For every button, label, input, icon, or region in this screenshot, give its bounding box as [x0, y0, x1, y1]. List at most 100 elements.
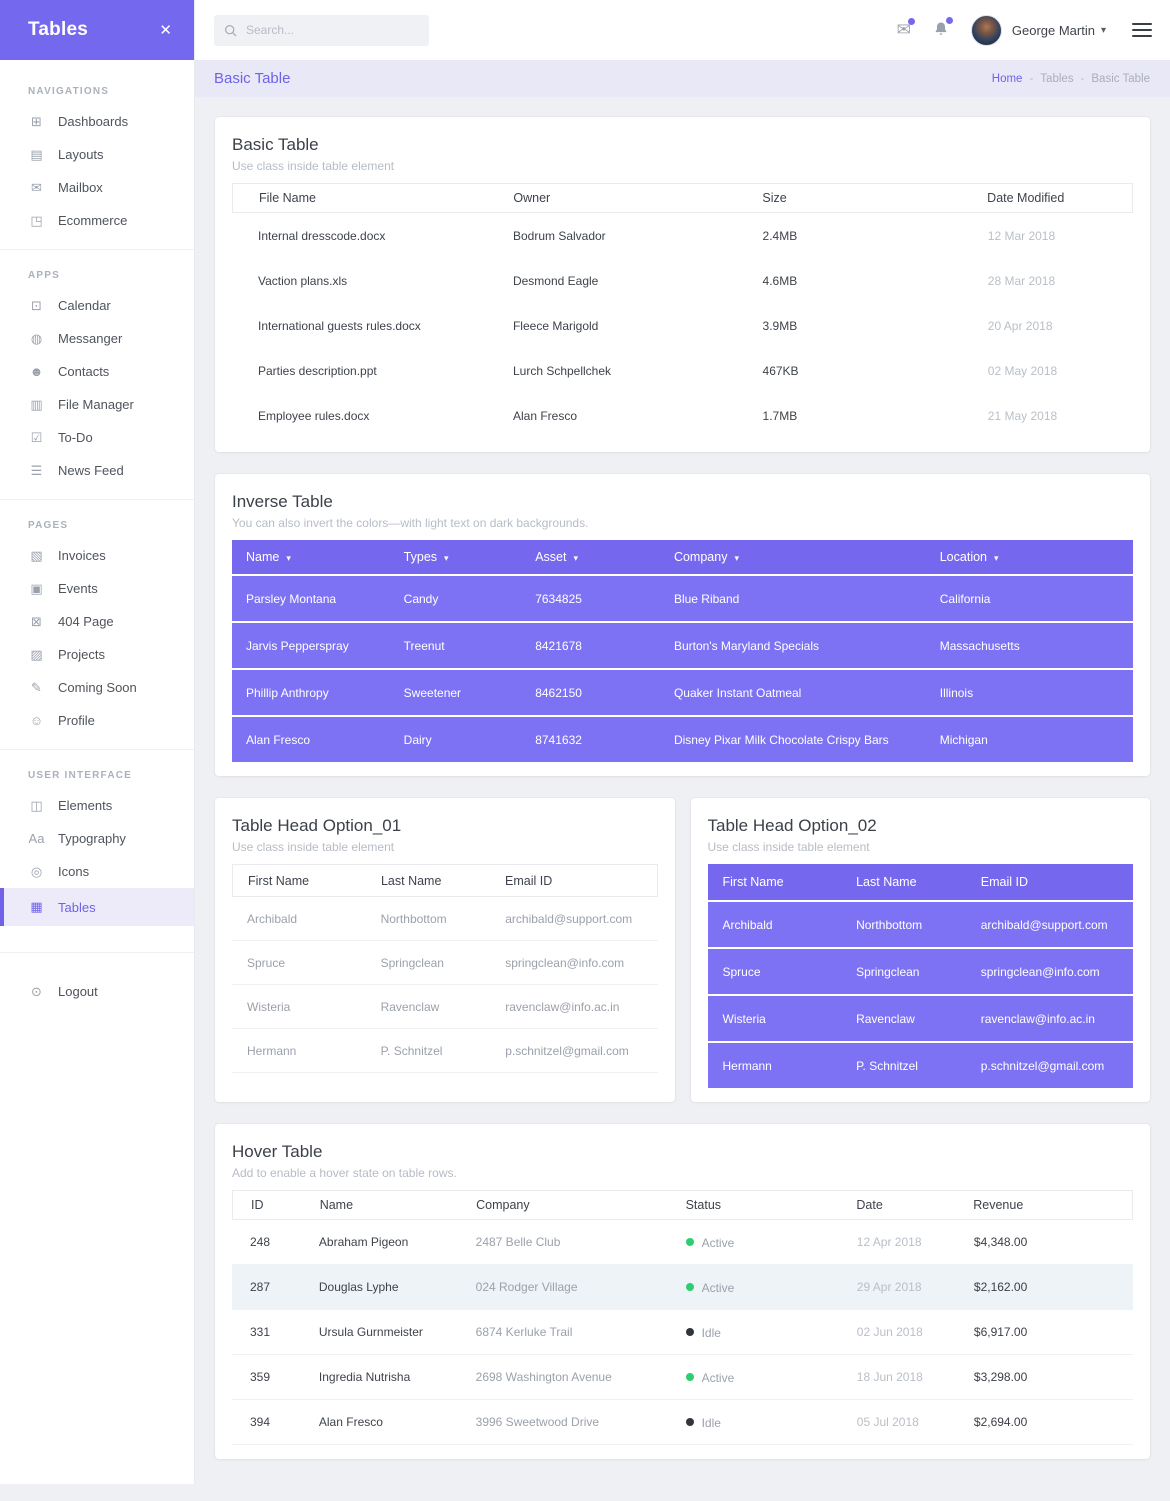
status-badge: Active [701, 1370, 735, 1385]
cell-email: springclean@info.com [980, 964, 1100, 979]
table-row[interactable]: 248 Abraham Pigeon 2487 Belle Club Activ… [232, 1220, 1133, 1265]
notifications-button[interactable] [933, 16, 953, 41]
sidebar-item-messanger[interactable]: ◍ Messanger [0, 322, 194, 355]
sidebar-item-todo[interactable]: ☑ To-Do [0, 421, 194, 454]
sidebar-item-label: Events [58, 581, 98, 596]
close-icon[interactable]: ✕ [159, 22, 172, 39]
section-heading-pages: PAGES [28, 520, 69, 531]
table-row: Archibald Northbottom archibald@support.… [707, 902, 1133, 947]
sidebar-item-mailbox[interactable]: ✉ Mailbox [0, 171, 194, 204]
cell-email: archibald@support.com [505, 911, 633, 926]
sidebar-item-projects[interactable]: ▨ Projects [0, 638, 194, 671]
table-header-row: File Name Owner Size Date Modified [232, 183, 1133, 213]
avatar[interactable] [970, 14, 1002, 46]
cell-company: 3996 Sweetwood Drive [475, 1415, 600, 1429]
cell-id: 287 [250, 1280, 271, 1294]
table-header-row: Name ▾ Types ▾ Asset ▾ Company ▾ Location ▾ [232, 540, 1133, 574]
hamburger-menu-icon[interactable] [1132, 23, 1152, 37]
cell-name: Alan Fresco [246, 732, 311, 747]
sidebar-item-label: Contacts [58, 364, 110, 379]
search-box [214, 14, 429, 46]
cell-name: Alan Fresco [318, 1415, 383, 1429]
news-icon: ☰ [30, 462, 43, 478]
cell-date: 05 Jul 2018 [856, 1415, 919, 1429]
cell-last-name: Springclean [380, 955, 444, 970]
status-badge: Idle [701, 1415, 721, 1430]
cell-revenue: $2,162.00 [973, 1280, 1028, 1294]
cell-asset: 8421678 [535, 638, 582, 653]
chevron-down-icon[interactable]: ▾ [1100, 24, 1106, 36]
cell-last-name: Northbottom [856, 917, 923, 932]
cell-name: Jarvis Pepperspray [246, 638, 349, 653]
messages-button[interactable]: ✉ [897, 18, 915, 39]
card-subtitle: Use class inside table element [232, 840, 395, 854]
section-heading-navigations: NAVIGATIONS [28, 86, 110, 97]
card-title: Inverse Table [232, 492, 333, 511]
cell-location: Illinois [939, 685, 974, 700]
table-header-row: First Name Last Name Email ID [232, 864, 658, 897]
sidebar-item-coming-soon[interactable]: ✎ Coming Soon [0, 671, 194, 704]
layouts-icon: ▤ [30, 146, 43, 162]
search-input[interactable] [246, 23, 419, 37]
status-dot [685, 1238, 694, 1247]
status-badge: Idle [701, 1325, 721, 1340]
cell-type: Sweetener [403, 685, 462, 700]
sidebar-item-file-manager[interactable]: ▥ File Manager [0, 388, 194, 421]
table-row[interactable]: 331 Ursula Gurnmeister 6874 Kerluke Trai… [232, 1310, 1133, 1355]
sortable-column-header[interactable]: Types ▾ [403, 550, 449, 564]
sidebar-item-dashboards[interactable]: ⊞ Dashboards [0, 105, 194, 138]
sidebar-item-404-page[interactable]: ⊠ 404 Page [0, 605, 194, 638]
cell-file-name: International guests rules.docx [258, 318, 421, 333]
sortable-column-header[interactable]: Company ▾ [673, 550, 739, 564]
table-row: Internal dresscode.docx Bodrum Salvador … [232, 213, 1133, 258]
sidebar-item-logout[interactable]: ⊙ Logout [0, 975, 194, 1008]
sortable-column-header[interactable]: Location ▾ [939, 550, 999, 564]
sidebar-item-ecommerce[interactable]: ◳ Ecommerce [0, 204, 194, 237]
projects-icon: ▨ [30, 646, 43, 662]
cell-last-name: Ravenclaw [856, 1011, 915, 1026]
sidebar-item-news-feed[interactable]: ☰ News Feed [0, 454, 194, 487]
table-row[interactable]: 287 Douglas Lyphe 024 Rodger Village Act… [232, 1265, 1133, 1310]
sidebar-item-elements[interactable]: ◫ Elements [0, 789, 194, 822]
sortable-column-header[interactable]: Name ▾ [246, 550, 291, 564]
sidebar-item-label: Invoices [58, 548, 106, 563]
sidebar-item-profile[interactable]: ☺ Profile [0, 704, 194, 737]
table-row[interactable]: 394 Alan Fresco 3996 Sweetwood Drive Idl… [232, 1400, 1133, 1445]
sidebar-item-events[interactable]: ▣ Events [0, 572, 194, 605]
cell-first-name: Spruce [722, 964, 761, 979]
sortable-column-header[interactable]: Asset ▾ [535, 550, 578, 564]
user-menu[interactable]: George Martin [1011, 22, 1095, 38]
cell-date: 21 May 2018 [987, 408, 1058, 423]
search-icon [224, 24, 237, 36]
cell-name: Parsley Montana [246, 591, 337, 606]
sidebar-item-layouts[interactable]: ▤ Layouts [0, 138, 194, 171]
sort-caret-icon: ▾ [286, 553, 291, 563]
table-row: Phillip Anthropy Sweetener 8462150 Quake… [232, 670, 1133, 715]
table-row: Parties description.ppt Lurch Schpellche… [232, 348, 1133, 393]
cell-asset: 8741632 [535, 732, 582, 747]
sidebar-item-calendar[interactable]: ⊡ Calendar [0, 289, 194, 322]
breadcrumb-current: Basic Table [1091, 72, 1150, 85]
sort-caret-icon: ▾ [444, 553, 449, 563]
contacts-icon: ☻ [29, 364, 44, 379]
cell-size: 467KB [762, 363, 799, 378]
sidebar-item-contacts[interactable]: ☻ Contacts [0, 355, 194, 388]
sidebar-item-tables[interactable]: ▦ Tables [0, 888, 194, 926]
cell-asset: 7634825 [535, 591, 582, 606]
cell-name: Douglas Lyphe [318, 1280, 399, 1294]
column-header: Email ID [505, 873, 553, 888]
sidebar-item-icons[interactable]: ◎ Icons [0, 855, 194, 888]
cell-size: 1.7MB [762, 408, 798, 423]
sidebar-item-label: Dashboards [58, 114, 129, 129]
sidebar-item-invoices[interactable]: ▧ Invoices [0, 539, 194, 572]
table-row[interactable]: 359 Ingredia Nutrisha 2698 Washington Av… [232, 1355, 1133, 1400]
table-row: Employee rules.docx Alan Fresco 1.7MB 21… [232, 393, 1133, 438]
cell-file-name: Vaction plans.xls [258, 273, 348, 288]
column-header: Email ID [980, 875, 1028, 889]
breadcrumb-home[interactable]: Home [991, 72, 1023, 85]
sidebar-item-typography[interactable]: Aa Typography [0, 822, 194, 855]
breadcrumb-tables[interactable]: Tables [1040, 72, 1074, 85]
cell-owner: Desmond Eagle [512, 273, 599, 288]
cell-type: Candy [403, 591, 439, 606]
cell-id: 394 [250, 1415, 271, 1429]
